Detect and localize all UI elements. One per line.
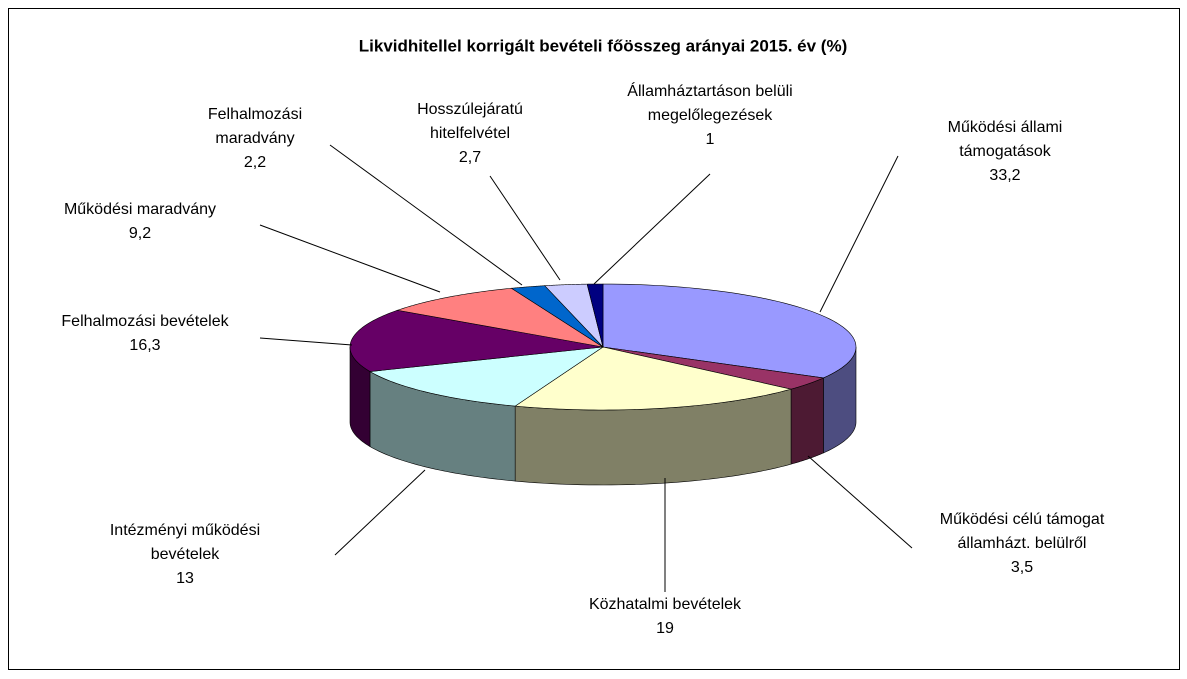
value-label: 1 [705, 131, 715, 148]
value-label: 16,3 [129, 337, 161, 354]
leader-line [329, 144, 523, 286]
slice-label: Működési maradvány 9,2 [5, 198, 275, 246]
leader-line [819, 155, 899, 313]
category-label: Felhalmozási maradvány [207, 106, 303, 147]
slice [602, 283, 857, 379]
slice-label: Államháztartáson belüli megelőlegezések 1 [590, 80, 830, 152]
slice [369, 346, 604, 407]
category-label: Államháztartáson belüli megelőlegezések [627, 83, 793, 124]
category-label: Felhalmozási bevételek [61, 313, 229, 330]
slice-label: Működési állami támogatások 33,2 [920, 116, 1090, 188]
slice [349, 309, 604, 372]
chart-title: Likvidhitellel korrigált bevételi főössz… [359, 36, 847, 55]
category-label: Intézményi működési bevételek [109, 522, 261, 563]
slice-label: Intézményi működési bevételek 13 [90, 519, 280, 591]
value-label: 2,2 [243, 154, 267, 171]
slice-label: Felhalmozási maradvány 2,2 [190, 103, 320, 175]
leader-line [489, 175, 561, 281]
value-label: 13 [176, 570, 194, 587]
slice [514, 346, 792, 411]
slice-side [790, 377, 824, 465]
slice-label: Közhatalmi bevételek 19 [535, 593, 795, 641]
slice [544, 283, 604, 349]
slice-label: Hosszúlejáratú hitelfelvétel 2,7 [395, 98, 545, 170]
slice [510, 285, 604, 348]
category-label: Közhatalmi bevételek [588, 596, 742, 613]
value-label: 33,2 [989, 167, 1021, 184]
leader-line [259, 224, 441, 293]
category-label: Hosszúlejáratú hitelfelvétel [417, 101, 523, 142]
value-label: 9,2 [128, 225, 152, 242]
value-label: 2,7 [458, 149, 482, 166]
leader-line [807, 455, 913, 549]
leader-line [593, 173, 711, 285]
leader-line [259, 337, 353, 346]
slice [586, 283, 604, 348]
category-label: Működési maradvány [63, 201, 217, 218]
category-label: Működési állami támogatások [947, 119, 1063, 160]
value-label: 3,5 [1010, 559, 1034, 576]
slice-label: Felhalmozási bevételek 16,3 [10, 310, 280, 358]
slice [396, 287, 604, 348]
slice-label: Működési célú támogat államházt. belülrő… [912, 508, 1132, 580]
slice [602, 346, 825, 390]
leader-line [334, 469, 426, 556]
value-label: 19 [656, 620, 674, 637]
category-label: Működési célú támogat államházt. belülrő… [939, 511, 1105, 552]
